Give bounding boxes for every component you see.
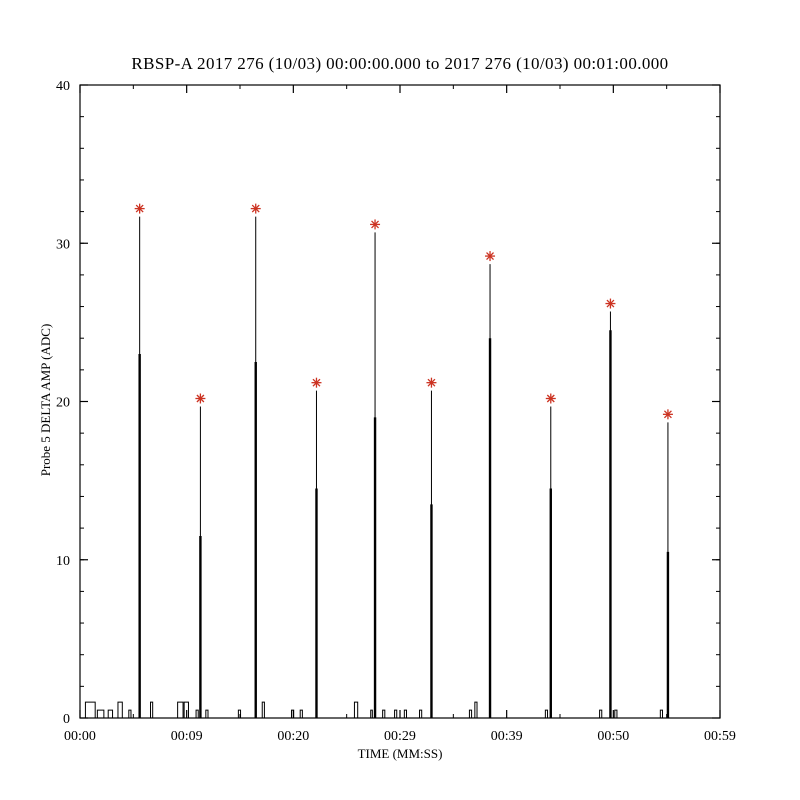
noise-pulse [599, 709, 603, 718]
y-tick-label: 10 [56, 554, 70, 569]
x-tick-label: 00:39 [491, 729, 523, 744]
noise-pulse [403, 709, 408, 718]
noise-pulse [96, 709, 105, 718]
noise-pulse [237, 709, 242, 718]
noise-pulse [468, 709, 473, 718]
y-tick-label: 30 [56, 237, 70, 252]
peak-asterisk-marker [486, 252, 494, 261]
noise-pulse [128, 709, 132, 718]
noise-pulse [261, 701, 265, 718]
chart-title: RBSP-A 2017 276 (10/03) 00:00:00.000 to … [131, 54, 669, 73]
peak-asterisk-marker [312, 378, 321, 387]
noise-pulse [117, 701, 123, 718]
noise-pulse [195, 709, 199, 718]
axes-box [79, 84, 721, 719]
peak-asterisk-marker [371, 220, 380, 229]
noise-pulse [659, 709, 664, 718]
x-axis-label: TIME (MM:SS) [357, 746, 443, 761]
noise-pulse [419, 709, 423, 718]
x-tick-label: 00:09 [171, 729, 203, 744]
noise-pulse [382, 709, 386, 718]
noise-pulse [84, 701, 96, 718]
x-tick-label: 00:50 [597, 729, 629, 744]
y-tick-label: 20 [56, 396, 70, 411]
peak-asterisk-marker [427, 378, 436, 387]
peak-asterisk-marker [135, 204, 144, 213]
noise-pulse [150, 701, 154, 718]
peak-asterisk-marker [606, 299, 615, 308]
noise-pulse [107, 709, 114, 718]
peak-asterisk-marker [196, 394, 205, 403]
noise-pulse [183, 701, 189, 718]
noise-pulse [291, 709, 295, 718]
x-tick-label: 00:59 [704, 729, 736, 744]
peak-asterisk-marker [546, 394, 555, 403]
noise-pulse [474, 701, 478, 718]
noise-pulse [614, 709, 618, 718]
noise-pulse [353, 701, 359, 718]
x-tick-label: 00:00 [64, 729, 96, 744]
noise-pulse [394, 709, 398, 718]
x-tick-label: 00:20 [277, 729, 309, 744]
noise-pulse [299, 709, 303, 718]
y-tick-label: 40 [56, 79, 70, 94]
noise-pulse [370, 709, 373, 718]
noise-pulse [544, 709, 549, 718]
noise-pulse [177, 701, 184, 718]
noise-pulse [205, 709, 209, 718]
peak-asterisk-marker [663, 410, 672, 419]
y-tick-label: 0 [63, 712, 70, 727]
peak-asterisk-marker [251, 204, 260, 213]
x-tick-label: 00:29 [384, 729, 416, 744]
